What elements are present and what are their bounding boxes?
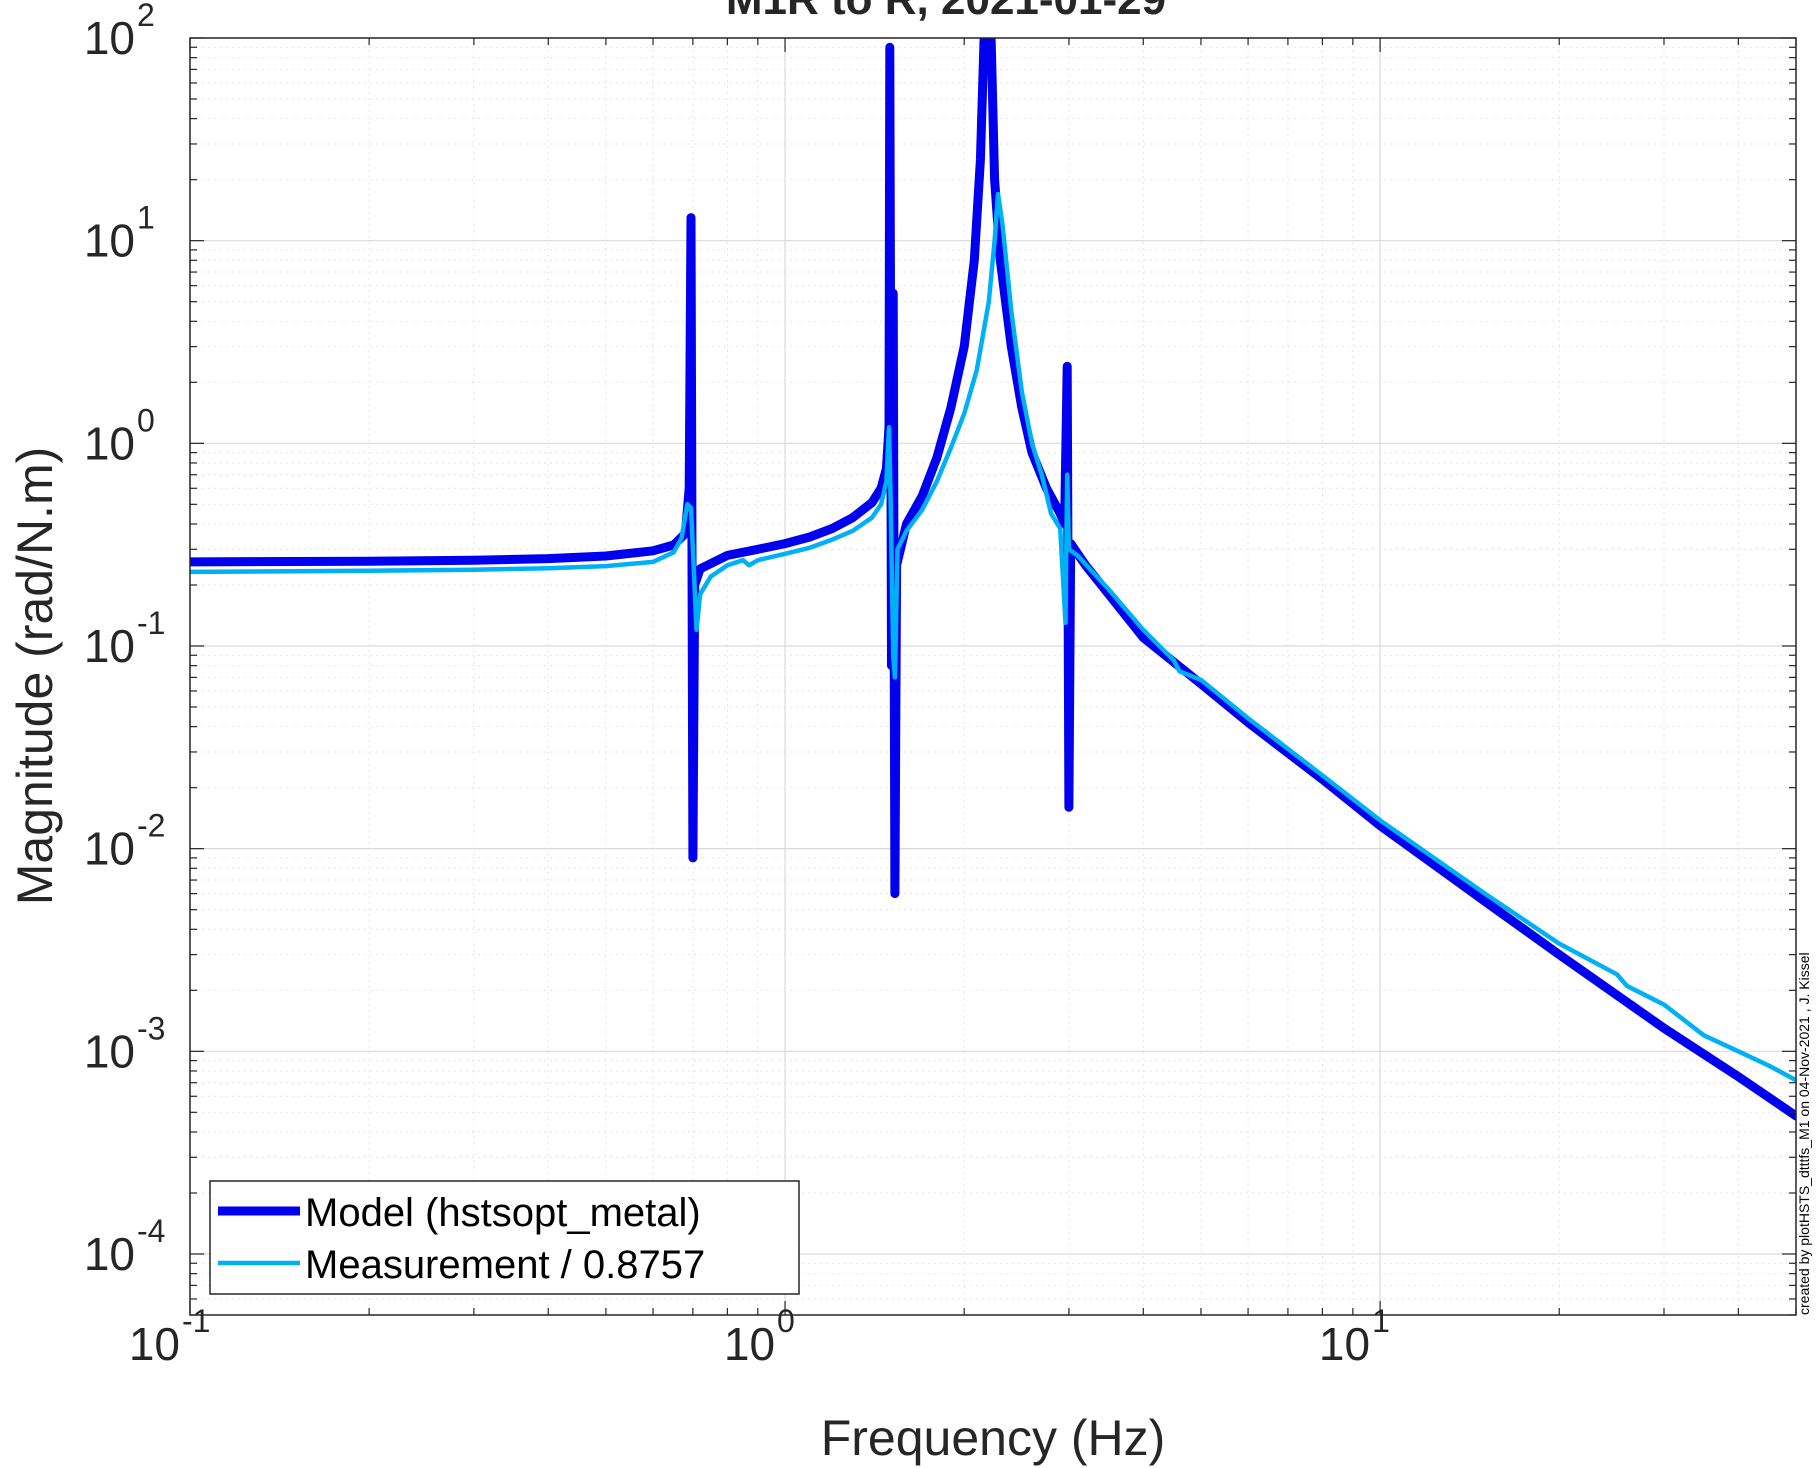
plot-area [190, 38, 1796, 1315]
x-tick-labels: 10 -1 10 0 10 1 [129, 1303, 1390, 1370]
legend: Model (hstsopt_metal) Measurement / 0.87… [209, 1180, 800, 1295]
y-tick-label: 10 [84, 1228, 135, 1280]
plot-frame [189, 37, 1797, 1316]
x-tick-exponent: -1 [182, 1303, 210, 1339]
y-tick-exponent: -1 [137, 605, 165, 641]
y-tick-label: 10 [84, 215, 135, 267]
y-tick-label: 10 [84, 1025, 135, 1077]
x-tick-exponent: 1 [1372, 1303, 1390, 1339]
x-tick-exponent: 0 [777, 1303, 795, 1339]
y-tick-exponent: -2 [137, 808, 165, 844]
y-tick-label: 10 [84, 12, 135, 64]
y-tick-exponent: -4 [137, 1213, 165, 1249]
y-tick-label: 10 [84, 417, 135, 469]
y-axis-label: Magnitude (rad/N.m) [7, 447, 63, 906]
legend-box [209, 1180, 800, 1295]
series-line-model [190, 38, 1796, 1121]
x-tick-label: 10 [724, 1318, 775, 1370]
y-tick-exponent: 2 [137, 0, 155, 33]
y-tick-exponent: 0 [137, 402, 155, 438]
y-tick-exponent: -3 [137, 1010, 165, 1046]
y-tick-label: 10 [84, 823, 135, 875]
series-line-measurement [190, 191, 1796, 1083]
legend-label-model: Model (hstsopt_metal) [305, 1191, 701, 1235]
legend-label-measurement: Measurement / 0.8757 [305, 1243, 705, 1287]
series-layer [190, 38, 1796, 1121]
grid [189, 37, 1797, 1316]
x-tick-label: 10 [129, 1318, 180, 1370]
x-axis-label: Frequency (Hz) [821, 1410, 1166, 1466]
y-tick-exponent: 1 [137, 200, 155, 236]
y-tick-label: 10 [84, 620, 135, 672]
tick-marks [189, 37, 1797, 1316]
chart-title: M1R to R, 2021-01-29 [726, 0, 1166, 24]
x-tick-label: 10 [1319, 1318, 1370, 1370]
credit-text: created by plotHSTS_dtttfs_M1 on 04-Nov-… [1796, 952, 1812, 1315]
